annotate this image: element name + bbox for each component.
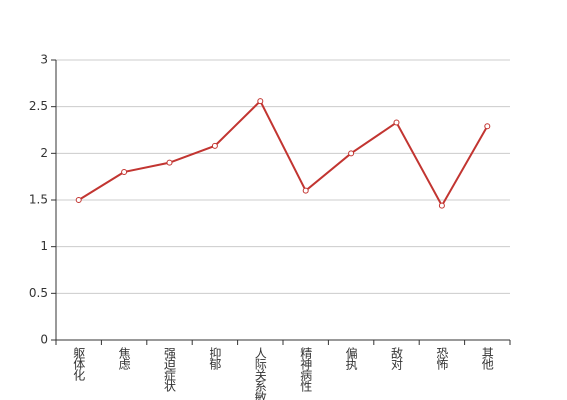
point [438,202,445,209]
point [484,123,491,130]
point [211,142,218,149]
x-tick-label: 躯体化 [72,346,86,382]
x-tick-label: 其他 [480,347,494,370]
x-tick-label: 精神病性 [299,347,313,393]
x-tick-label: 焦虑 [117,347,131,370]
point [166,159,173,166]
y-tick-label: 2.5 [29,99,48,113]
x-tick-label: 偏执 [344,346,358,371]
x-tick-label: 强迫症状 [163,347,177,392]
x-tick-label: 抑郁 [208,346,222,371]
y-tick-label: 0 [40,333,48,347]
point [75,197,82,203]
x-tick-label: 人际关系敏感 [253,347,267,400]
y-tick-label: 0.5 [29,286,48,300]
y-tick-label: 1.5 [29,193,48,207]
y-tick-label: 1 [40,239,48,253]
y-tick-label: 3 [40,53,48,67]
x-tick-label: 恐怖 [435,347,449,370]
point [121,169,128,175]
line [78,99,489,208]
point [348,150,355,157]
point [393,119,400,126]
point [257,98,264,105]
y-tick-label: 2 [40,146,48,160]
point [302,187,309,194]
x-tick-label: 敌对 [390,346,404,370]
